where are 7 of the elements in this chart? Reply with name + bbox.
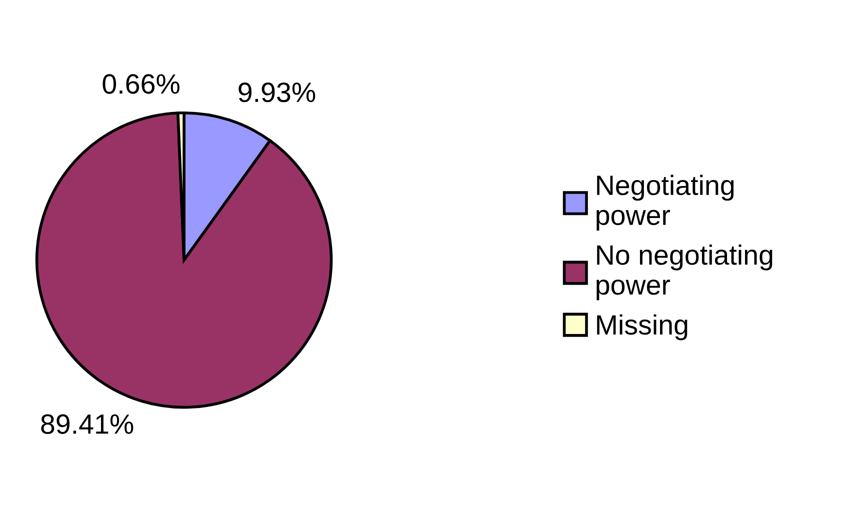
data-label: 0.66% [102, 74, 180, 94]
pie-slice [35, 112, 333, 409]
data-label: 89.41% [41, 414, 134, 434]
legend-label: Missing [597, 314, 688, 340]
legend-label: Negotiating power [596, 174, 734, 231]
data-label: 9.93% [238, 82, 316, 102]
legend-label: No negotiating power [596, 244, 772, 300]
